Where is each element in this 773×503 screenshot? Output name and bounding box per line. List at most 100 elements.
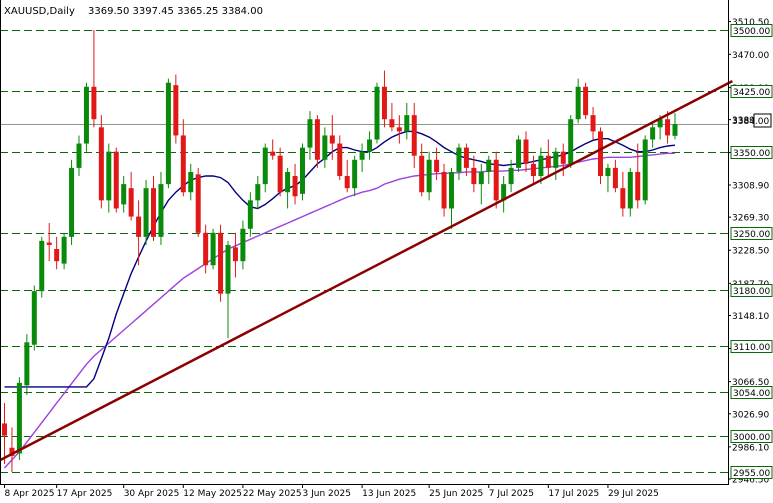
candle [598,127,603,185]
candle-body [620,188,626,209]
candle-body [359,151,365,160]
x-tick-label: 30 Apr 2025 [124,489,180,499]
candle [642,135,648,205]
candle-body [605,167,611,177]
candle [300,143,305,201]
candle-body [158,184,164,237]
candle-body [530,163,536,177]
candle [285,167,291,209]
candle-body [367,139,373,152]
candle [203,224,209,274]
level-label-box [730,24,773,37]
candle [69,159,75,245]
y-tick-label: 3269.30 [732,214,769,224]
candle-body [195,174,201,233]
candle-body [143,188,149,237]
candle-body [255,184,261,201]
candle-body [203,232,209,266]
x-tick-label: 25 Jun 2025 [429,489,483,499]
candle-body [568,119,574,164]
level-label-box [730,284,773,297]
candle-body [516,139,522,168]
trendline[interactable] [0,80,733,462]
candle [516,135,522,172]
candle [165,78,171,189]
candle-body [486,159,492,172]
candle-body [24,342,30,386]
candle-body [612,167,618,189]
candle [441,163,447,217]
candle [501,176,507,213]
candle [188,163,194,201]
candle-body [553,151,559,168]
y-tick-label: 3026.90 [732,410,769,420]
candle-body [300,147,305,194]
candle-body [478,171,484,185]
candle-body [292,176,298,197]
candle [672,113,678,140]
candle [635,143,641,209]
candle [449,167,454,229]
candle-body [165,82,171,185]
candle-body [672,124,678,136]
x-tick-label: 17 Apr 2025 [57,489,113,499]
candle [54,236,60,270]
level-label-box [730,466,773,479]
candle [411,102,417,168]
level-label: 3250.00 [733,230,770,240]
level-label-box [730,85,773,98]
candle [255,176,261,209]
candle [665,111,671,144]
candle-body [83,86,89,144]
candle-body [262,147,268,185]
candle [225,240,231,339]
candle-body [314,119,320,160]
candle [575,78,581,124]
candle-body [508,167,514,185]
x-tick-label: 12 May 2025 [183,489,242,499]
candle-body [404,115,410,132]
candle [359,143,365,172]
candle [605,163,611,193]
trendline-line [0,80,733,462]
candle [210,228,216,270]
candle [39,236,45,298]
candle [590,107,596,140]
level-label-box [730,146,773,159]
candle [329,115,335,160]
candle-body [225,244,231,294]
level-label-box [730,340,773,353]
candle [612,159,618,193]
candle [568,115,574,168]
level-label-box [730,227,773,240]
candle-body [16,382,22,454]
candle [486,155,492,185]
candle [270,139,276,160]
level-label: 2955.00 [733,469,770,479]
level-label: 3054.00 [733,389,770,399]
axes [0,0,729,485]
candle [344,159,350,193]
candle [121,176,127,213]
y-tick-label: 3470.00 [732,51,769,61]
candle-body [590,115,596,132]
y-tick-label: 3308.90 [732,182,769,192]
candle-body [128,188,134,217]
candle-body [218,232,224,294]
y-tick-label: 2986.10 [732,443,769,453]
current-price-label: 3384.00 [732,117,769,127]
candle [136,200,142,266]
candle-body [471,167,477,185]
candle [61,232,67,270]
candle-body [232,247,238,262]
candle [31,285,37,351]
candle-body [210,232,216,266]
candle [307,111,313,160]
candle-body [441,171,447,209]
level-label: 3500.00 [733,27,770,37]
y-tick-label: 3066.50 [732,378,769,388]
candle [471,155,477,193]
candle [195,167,201,237]
